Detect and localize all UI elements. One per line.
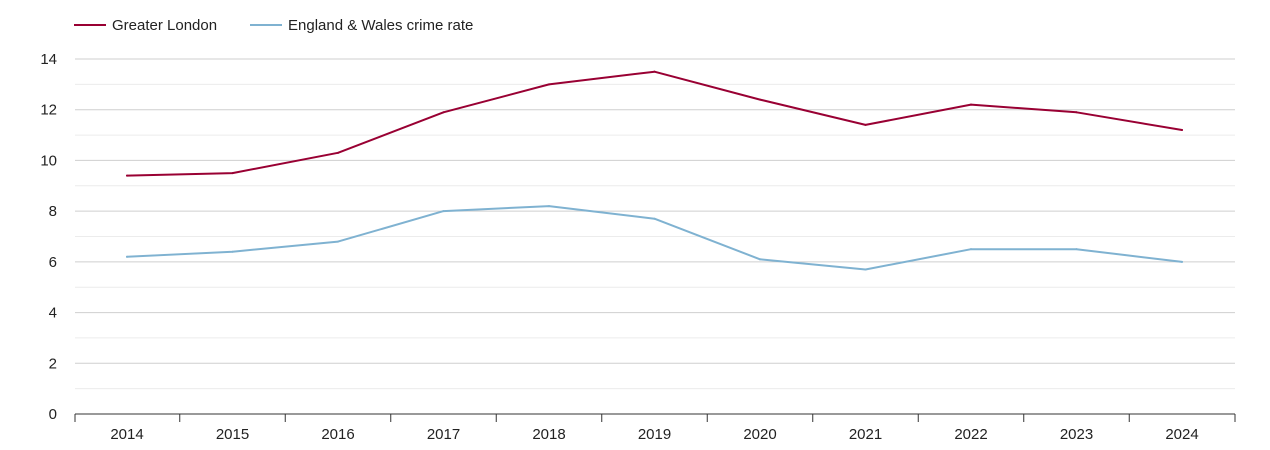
data-point xyxy=(970,103,972,106)
y-tick-label: 4 xyxy=(49,305,57,322)
data-point xyxy=(126,174,128,177)
y-tick-label: 2 xyxy=(49,355,57,372)
gridlines xyxy=(75,58,1235,390)
x-tick-label: 2023 xyxy=(1060,426,1093,443)
series-lines xyxy=(126,70,1183,271)
y-tick-label: 12 xyxy=(40,102,57,119)
y-axis: 0 2 4 6 8 10 12 14 xyxy=(40,51,57,423)
x-tick-label: 2024 xyxy=(1165,426,1198,443)
data-point xyxy=(1075,248,1078,251)
data-point xyxy=(231,172,234,175)
x-tick-label: 2022 xyxy=(954,426,987,443)
x-tick-label: 2021 xyxy=(849,426,882,443)
series-line-england-wales xyxy=(126,205,1183,271)
x-tick-label: 2017 xyxy=(427,426,460,443)
y-tick-label: 10 xyxy=(40,152,57,169)
data-point xyxy=(759,98,761,101)
legend: Greater London England & Wales crime rat… xyxy=(74,17,473,34)
legend-label-greater-london: Greater London xyxy=(112,17,217,34)
y-tick-label: 6 xyxy=(49,254,57,271)
data-point xyxy=(337,240,339,243)
data-point xyxy=(442,111,445,114)
data-point xyxy=(337,151,339,154)
data-point xyxy=(126,255,128,258)
x-axis: 2014 2015 2016 2017 2018 2019 2020 2021 2022 2023… xyxy=(74,413,1236,443)
data-point xyxy=(442,210,445,213)
x-tick-label: 2015 xyxy=(216,426,249,443)
data-point xyxy=(548,205,550,208)
y-tick-label: 14 xyxy=(40,51,57,68)
x-tick-label: 2014 xyxy=(110,426,143,443)
data-point xyxy=(970,248,972,251)
data-point xyxy=(1181,129,1183,131)
x-tick-label: 2019 xyxy=(638,426,671,443)
x-tick-label: 2016 xyxy=(321,426,354,443)
data-point xyxy=(231,250,234,253)
data-point xyxy=(548,83,550,86)
data-point xyxy=(1181,260,1183,263)
data-point xyxy=(653,70,656,73)
data-point xyxy=(653,217,656,220)
x-tick-label: 2018 xyxy=(532,426,565,443)
y-tick-label: 8 xyxy=(49,203,57,220)
data-point xyxy=(1075,111,1078,114)
x-tick-label: 2020 xyxy=(743,426,776,443)
y-tick-label: 0 xyxy=(49,406,57,423)
data-point xyxy=(864,123,867,126)
legend-label-england-wales: England & Wales crime rate xyxy=(288,17,473,34)
data-point xyxy=(759,258,761,261)
data-point xyxy=(864,268,867,271)
